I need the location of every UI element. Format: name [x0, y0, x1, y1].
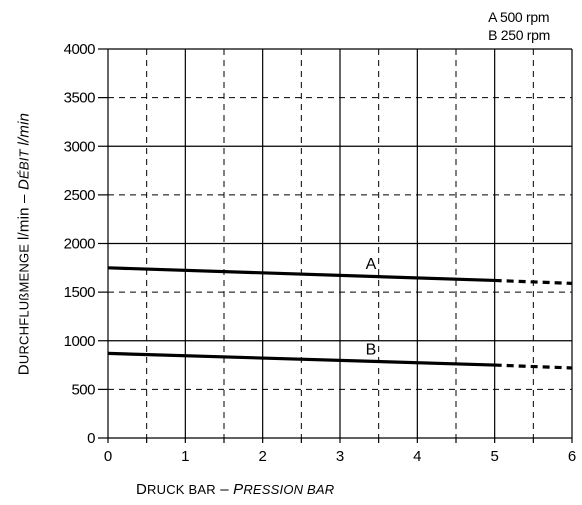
- legend-entry-b: B 250 rpm: [488, 27, 550, 43]
- y-tick-label: 500: [71, 381, 95, 398]
- x-tick-label: 2: [258, 448, 266, 465]
- series-a-label: A: [366, 256, 377, 273]
- x-title-sep: –: [215, 481, 234, 498]
- y-tick-label: 2500: [64, 187, 96, 204]
- x-title-cap-2: P: [233, 481, 244, 498]
- x-tick-label: 4: [413, 448, 421, 465]
- y-tick-label: 1500: [64, 284, 96, 301]
- x-title-word-2: RESSION BAR: [243, 482, 335, 497]
- x-title-cap-1: D: [136, 481, 148, 498]
- series-b-label: B: [366, 341, 377, 358]
- series-b-line: [107, 351, 495, 367]
- series-a-line: [107, 266, 495, 283]
- y-tick-label: 3000: [64, 138, 96, 155]
- x-tick-label: 5: [490, 448, 498, 465]
- x-tick-label: 1: [181, 448, 189, 465]
- y-tick-label: 1000: [64, 333, 96, 350]
- y-tick-label: 2000: [64, 236, 96, 253]
- x-axis-title: DRUCK BAR – PRESSION BAR: [136, 481, 334, 498]
- y-tick-label: 4000: [64, 41, 96, 58]
- legend-entry-a: A 500 rpm: [488, 9, 550, 25]
- x-title-word-1: RUCK BAR: [147, 482, 216, 497]
- y-tick-label: 0: [87, 430, 95, 447]
- y-tick-label: 3500: [64, 90, 96, 107]
- series-a-extrapolation: [494, 278, 573, 285]
- x-tick-label: 6: [568, 448, 576, 465]
- x-tick-label: 0: [104, 448, 112, 465]
- legend: A 500 rpm B 250 rpm: [488, 8, 550, 44]
- series-b-extrapolation: [494, 363, 573, 370]
- x-tick-label: 3: [336, 448, 344, 465]
